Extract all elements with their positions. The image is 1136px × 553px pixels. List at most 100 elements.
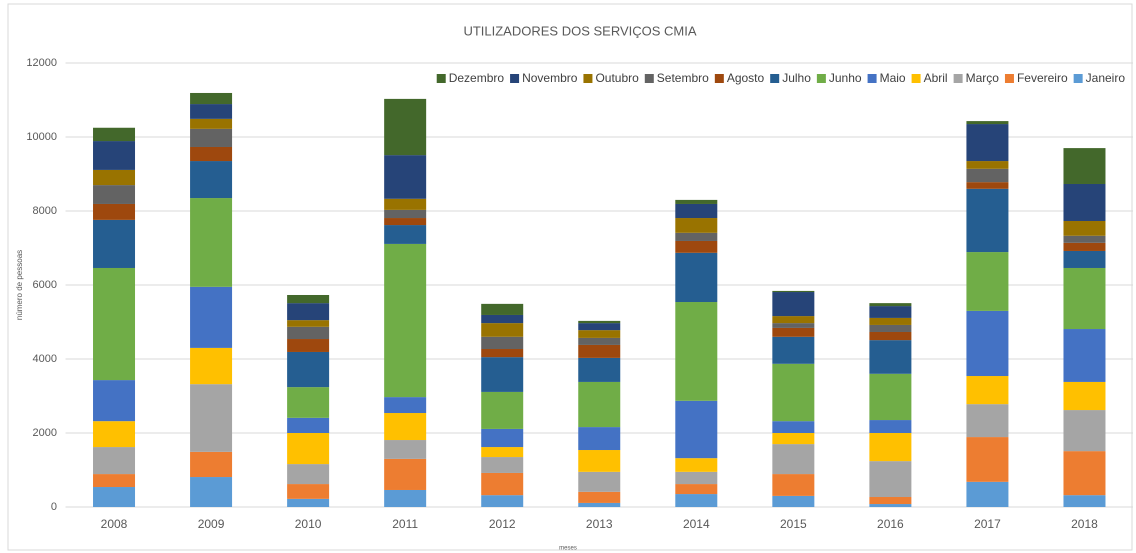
- bar-segment: [675, 252, 718, 303]
- bar-segment: [966, 121, 1009, 125]
- legend-swatch: [953, 74, 963, 83]
- bar-segment: [190, 104, 233, 119]
- bar-segment: [578, 471, 621, 492]
- bar-segment: [481, 428, 524, 448]
- y-tick-label: 12000: [26, 57, 57, 69]
- bar-segment: [1063, 148, 1106, 184]
- bar-segment: [675, 484, 718, 495]
- bar-segment: [93, 169, 136, 186]
- bar-segment: [93, 447, 136, 475]
- bar-segment: [1063, 381, 1106, 411]
- bar-segment: [869, 317, 912, 325]
- x-axis-label: meses: [559, 546, 577, 552]
- bar-segment: [384, 198, 427, 210]
- bar-segment: [287, 433, 330, 465]
- bar-segment: [869, 420, 912, 433]
- legend-swatch: [510, 74, 520, 83]
- bar-segment: [481, 314, 524, 324]
- bar-segment: [384, 209, 427, 219]
- bar-segment: [481, 349, 524, 358]
- legend-swatch: [816, 74, 826, 83]
- legend-swatch: [644, 74, 654, 83]
- bar-segment: [93, 203, 136, 220]
- y-tick-label: 6000: [33, 279, 57, 291]
- bar-segment: [190, 198, 233, 287]
- bar-segment: [384, 458, 427, 490]
- bar-segment: [772, 327, 815, 337]
- bar-segment: [384, 413, 427, 441]
- bar-segment: [869, 324, 912, 332]
- bar-segment: [772, 433, 815, 445]
- bar-segment: [869, 461, 912, 498]
- bar-segment: [1063, 267, 1106, 330]
- bar-segment: [93, 141, 136, 170]
- x-tick-label: 2010: [295, 517, 322, 531]
- bar-segment: [93, 219, 136, 268]
- bar-segment: [190, 477, 233, 507]
- bar-segment: [675, 203, 718, 219]
- bar-segment: [190, 161, 233, 199]
- legend-label: Setembro: [657, 71, 709, 85]
- legend-label: Outubro: [595, 71, 639, 85]
- bar-segment: [481, 303, 524, 315]
- bar-segment: [384, 155, 427, 199]
- bar-segment: [384, 218, 427, 226]
- bar-segment: [287, 464, 330, 485]
- bar-segment: [287, 326, 330, 340]
- bar-segment: [190, 451, 233, 478]
- bar-segment: [190, 146, 233, 162]
- bar-segment: [93, 380, 136, 422]
- legend-swatch: [583, 74, 593, 83]
- bar-segment: [190, 347, 233, 385]
- bar-segment: [384, 440, 427, 459]
- legend-label: Novembro: [522, 71, 578, 85]
- bar-segment: [190, 92, 233, 105]
- bar-segment: [578, 491, 621, 503]
- bar-segment: [1063, 183, 1106, 221]
- bar-segment: [966, 376, 1009, 405]
- bar-segment: [578, 381, 621, 428]
- chart-title: UTILIZADORES DOS SERVIÇOS CMIA: [463, 23, 696, 38]
- bar-segment: [772, 290, 815, 293]
- legend-swatch: [714, 74, 724, 83]
- bar-segment: [93, 127, 136, 142]
- bar-segment: [384, 98, 427, 156]
- bar-segment: [966, 310, 1009, 377]
- bar-segment: [675, 199, 718, 204]
- bar-segment: [772, 421, 815, 433]
- legend-label: Abril: [924, 71, 948, 85]
- bar-segment: [481, 457, 524, 473]
- bar-segment: [869, 433, 912, 462]
- legend-label: Março: [966, 71, 1000, 85]
- bar-segment: [287, 339, 330, 352]
- chart-border: [7, 3, 1133, 551]
- legend-label: Junho: [829, 71, 862, 85]
- bar-segment: [966, 188, 1009, 253]
- legend-label: Agosto: [727, 71, 765, 85]
- bar-segment: [772, 292, 815, 317]
- x-tick-label: 2012: [489, 517, 516, 531]
- x-tick-label: 2017: [974, 517, 1001, 531]
- bar-segment: [93, 421, 136, 448]
- bar-segment: [772, 336, 815, 364]
- bar-segment: [869, 306, 912, 318]
- bar-segment: [190, 118, 233, 129]
- bar-segment: [1063, 410, 1106, 452]
- bar-segment: [1063, 495, 1106, 507]
- bar-segment: [869, 303, 912, 307]
- bar-segment: [1063, 242, 1106, 251]
- bar-segment: [675, 218, 718, 233]
- bar-segment: [675, 400, 718, 459]
- bar-segment: [578, 320, 621, 324]
- bar-segment: [966, 124, 1009, 162]
- legend-label: Maio: [880, 71, 906, 85]
- legend-label: Julho: [782, 71, 811, 85]
- bar-segment: [287, 294, 330, 304]
- bar-segment: [966, 252, 1009, 311]
- legend-label: Dezembro: [449, 71, 505, 85]
- y-tick-label: 8000: [33, 205, 57, 217]
- x-tick-label: 2011: [392, 517, 418, 531]
- bar-segment: [772, 316, 815, 324]
- bar-segment: [966, 161, 1009, 169]
